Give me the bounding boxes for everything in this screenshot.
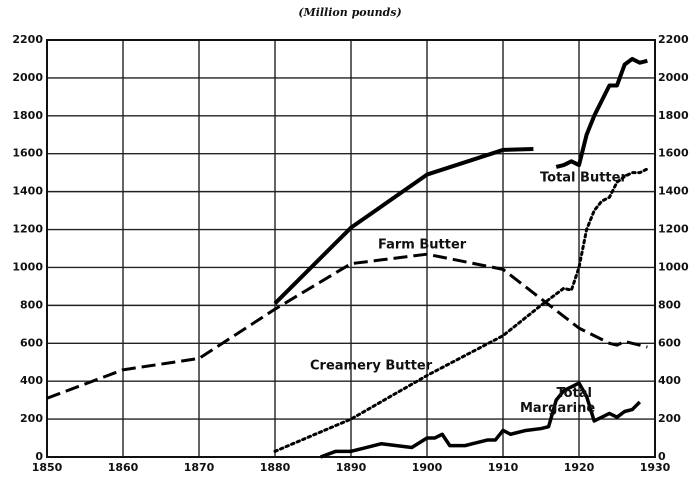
- y-tick-label: 0: [35, 450, 43, 463]
- series-line: [273, 167, 649, 453]
- y2-tick-label: 1200: [658, 223, 689, 236]
- y-tick-label: 1400: [12, 185, 43, 198]
- x-tick-label: 1850: [32, 461, 63, 474]
- x-tick-label: 1870: [184, 461, 215, 474]
- chart-subtitle: (Million pounds): [298, 6, 401, 19]
- x-tick-label: 1910: [488, 461, 519, 474]
- x-tick-label: 1920: [564, 461, 595, 474]
- x-tick-label: 1860: [108, 461, 139, 474]
- series-label: Creamery Butter: [310, 359, 433, 374]
- y2-tick-label: 2200: [658, 33, 689, 46]
- y2-tick-label: 2000: [658, 71, 689, 84]
- x-tick-label: 1890: [336, 461, 367, 474]
- y-tick-label: 800: [20, 298, 43, 311]
- y-tick-label: 1600: [12, 147, 43, 160]
- y2-tick-label: 600: [658, 336, 681, 349]
- series-line: [319, 381, 642, 459]
- series-label: Farm Butter: [378, 238, 467, 253]
- y2-tick-label: 800: [658, 298, 681, 311]
- y2-tick-label: 1400: [658, 185, 689, 198]
- y-tick-label: 600: [20, 336, 43, 349]
- y-tick-label: 1000: [12, 260, 43, 273]
- series-line: [46, 252, 648, 400]
- y2-tick-label: 200: [658, 412, 681, 425]
- x-tick-label: 1880: [260, 461, 291, 474]
- y-tick-label: 400: [20, 374, 43, 387]
- y-tick-label: 2200: [12, 33, 43, 46]
- series-label: Total Butter: [540, 171, 627, 186]
- y2-tick-label: 1800: [658, 109, 689, 122]
- y2-tick-label: 400: [658, 374, 681, 387]
- y2-tick-label: 1600: [658, 147, 689, 160]
- y-tick-label: 200: [20, 412, 43, 425]
- plot-frame: [46, 39, 656, 458]
- y-tick-label: 1800: [12, 109, 43, 122]
- x-tick-label: 1930: [640, 461, 671, 474]
- series-line: [273, 56, 648, 305]
- series-label: Total Margarine: [520, 386, 596, 416]
- y-tick-label: 1200: [12, 223, 43, 236]
- x-tick-label: 1900: [412, 461, 443, 474]
- y2-tick-label: 0: [658, 450, 666, 463]
- y-tick-label: 2000: [12, 71, 43, 84]
- y2-tick-label: 1000: [658, 260, 689, 273]
